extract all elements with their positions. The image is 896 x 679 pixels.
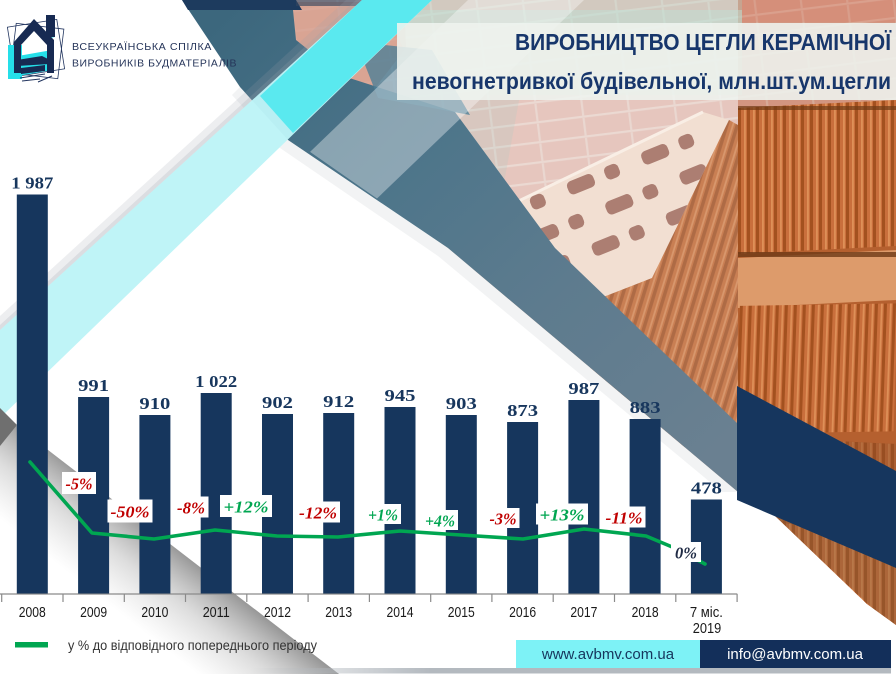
svg-text:883: 883 xyxy=(630,398,661,417)
svg-text:902: 902 xyxy=(262,393,293,412)
svg-text:2010: 2010 xyxy=(141,605,168,621)
svg-text:2014: 2014 xyxy=(387,605,414,621)
svg-text:info@avbmv.com.ua: info@avbmv.com.ua xyxy=(727,646,863,663)
svg-text:1 022: 1 022 xyxy=(195,372,237,391)
svg-text:2013: 2013 xyxy=(325,605,352,621)
svg-text:ВСЕУКРАЇНСЬКА СПІЛКА: ВСЕУКРАЇНСЬКА СПІЛКА xyxy=(72,41,212,53)
svg-text:-8%: -8% xyxy=(177,499,205,518)
svg-text:7 міс.: 7 міс. xyxy=(690,605,723,621)
svg-text:-11%: -11% xyxy=(606,509,643,528)
svg-text:2008: 2008 xyxy=(19,605,46,621)
svg-text:0%: 0% xyxy=(675,544,697,563)
svg-text:2017: 2017 xyxy=(570,605,597,621)
svg-text:2016: 2016 xyxy=(509,605,536,621)
svg-text:у % до відповідного попередньо: у % до відповідного попереднього періоду xyxy=(68,638,317,653)
svg-text:873: 873 xyxy=(507,401,538,420)
svg-text:-5%: -5% xyxy=(66,475,93,494)
svg-text:-50%: -50% xyxy=(111,503,150,522)
svg-text:-3%: -3% xyxy=(490,510,517,529)
svg-text:ВИРОБНИКІВ БУДМАТЕРІАЛІВ: ВИРОБНИКІВ БУДМАТЕРІАЛІВ xyxy=(72,59,237,70)
svg-text:478: 478 xyxy=(691,479,722,498)
svg-text:www.avbmv.com.ua: www.avbmv.com.ua xyxy=(541,646,675,663)
svg-text:991: 991 xyxy=(78,376,109,395)
svg-text:+1%: +1% xyxy=(368,506,398,525)
svg-text:2011: 2011 xyxy=(203,605,230,621)
svg-text:1 987: 1 987 xyxy=(11,174,54,193)
svg-text:+12%: +12% xyxy=(224,498,269,517)
svg-text:945: 945 xyxy=(385,386,416,405)
svg-text:2015: 2015 xyxy=(448,605,475,621)
svg-text:2009: 2009 xyxy=(80,605,107,621)
svg-text:903: 903 xyxy=(446,394,477,413)
svg-text:2018: 2018 xyxy=(632,605,659,621)
svg-text:910: 910 xyxy=(139,394,170,413)
svg-text:+4%: +4% xyxy=(425,512,455,531)
svg-text:невогнетривкої будівельної, мл: невогнетривкої будівельної, млн.шт.ум.це… xyxy=(412,68,891,94)
svg-text:2019: 2019 xyxy=(693,621,722,637)
svg-text:ВИРОБНИЦТВО ЦЕГЛИ КЕРАМІЧНОЇ: ВИРОБНИЦТВО ЦЕГЛИ КЕРАМІЧНОЇ xyxy=(515,29,892,55)
svg-text:2012: 2012 xyxy=(264,605,291,621)
svg-text:912: 912 xyxy=(323,392,354,411)
svg-text:987: 987 xyxy=(568,379,600,398)
svg-text:-12%: -12% xyxy=(299,504,337,523)
svg-text:+13%: +13% xyxy=(540,506,585,525)
